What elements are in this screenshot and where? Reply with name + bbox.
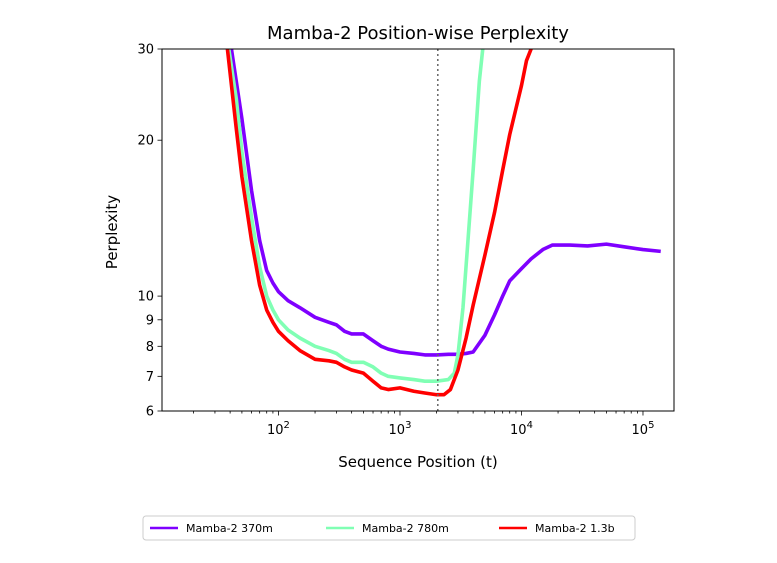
y-axis-ticks: 6 7 8 9 10 20 30 bbox=[137, 43, 162, 420]
x-tick-label: 102 bbox=[267, 420, 290, 438]
x-tick-label: 104 bbox=[510, 420, 533, 438]
y-tick-label: 10 bbox=[137, 290, 154, 305]
legend-label-1: Mamba-2 370m bbox=[186, 522, 273, 535]
series-line-1 bbox=[229, 49, 661, 357]
y-tick-label: 7 bbox=[146, 370, 154, 385]
y-tick-label: 6 bbox=[146, 405, 154, 420]
y-tick-label: 30 bbox=[137, 43, 154, 58]
legend-label-2: Mamba-2 780m bbox=[362, 522, 449, 535]
series-line-2 bbox=[227, 49, 485, 383]
series-layer bbox=[225, 49, 661, 397]
x-axis-label: Sequence Position (t) bbox=[338, 453, 498, 471]
legend: Mamba-2 370m Mamba-2 780m Mamba-2 1.3b bbox=[142, 515, 636, 541]
series-line-3 bbox=[225, 49, 533, 397]
x-tick-label: 105 bbox=[632, 420, 655, 438]
y-tick-label: 20 bbox=[137, 134, 154, 149]
y-axis-label: Perplexity bbox=[103, 195, 121, 269]
plot-frame bbox=[161, 48, 675, 412]
x-tick-label: 103 bbox=[389, 420, 412, 438]
x-axis-ticks: 102 103 104 105 bbox=[193, 411, 655, 438]
y-tick-label: 9 bbox=[146, 313, 154, 328]
chart-title: Mamba-2 Position-wise Perplexity bbox=[267, 23, 569, 44]
legend-label-3: Mamba-2 1.3b bbox=[535, 522, 615, 535]
y-tick-label: 8 bbox=[146, 340, 154, 355]
legend-frame bbox=[142, 515, 636, 541]
